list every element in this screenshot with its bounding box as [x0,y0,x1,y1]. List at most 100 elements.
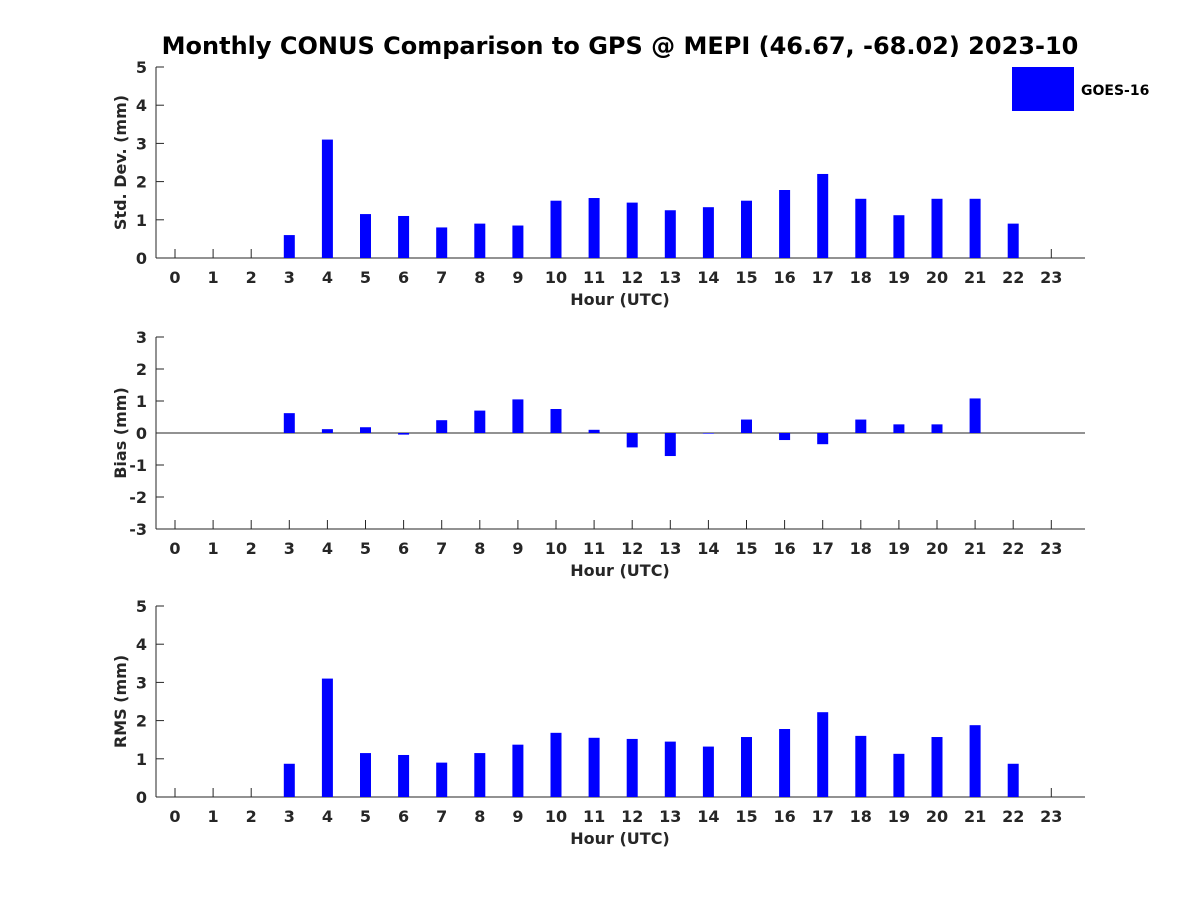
x-tick-label: 12 [621,807,643,826]
x-tick-label: 0 [169,268,180,287]
x-tick-label: 22 [1002,268,1024,287]
bar-hour-16 [779,190,791,258]
x-tick-label: 9 [512,539,523,558]
bar-hour-17 [817,712,829,797]
x-tick-label: 16 [773,268,795,287]
bar-hour-20 [931,198,943,258]
x-tick-label: 12 [621,268,643,287]
bar-hour-9 [512,225,524,258]
y-tick-label: 0 [136,788,147,807]
legend-swatch [1012,67,1074,111]
y-axis-label: Std. Dev. (mm) [111,95,130,230]
y-tick-label: 1 [136,211,147,230]
x-tick-label: 1 [208,807,219,826]
x-tick-label: 5 [360,539,371,558]
x-tick-label: 7 [436,539,447,558]
bar-hour-15 [741,419,752,433]
x-tick-label: 10 [545,268,567,287]
bar-hour-6 [398,215,410,258]
y-tick-label: 1 [136,750,147,769]
x-tick-label: 8 [474,539,485,558]
x-tick-label: 10 [545,807,567,826]
x-tick-label: 2 [246,268,257,287]
x-tick-label: 12 [621,539,643,558]
bar-hour-7 [436,420,448,433]
bar-hour-19 [893,215,905,258]
y-tick-label: 2 [136,360,147,379]
bar-hour-6 [398,433,410,435]
bar-hour-11 [588,737,600,797]
x-axis-label: Hour (UTC) [570,561,670,580]
x-tick-label: 3 [284,268,295,287]
bar-hour-13 [664,433,676,457]
bar-hour-12 [626,738,638,797]
x-tick-label: 21 [964,807,986,826]
y-tick-label: 3 [136,134,147,153]
y-tick-label: 3 [136,673,147,692]
bar-hour-14 [702,433,714,434]
x-tick-label: 11 [583,268,605,287]
x-tick-label: 4 [322,807,333,826]
y-axis-label: RMS (mm) [111,655,130,748]
x-tick-label: 14 [697,807,719,826]
x-tick-label: 0 [169,807,180,826]
x-tick-label: 20 [926,268,948,287]
bar-hour-8 [474,410,486,433]
bar-hour-12 [626,433,638,448]
x-tick-label: 8 [474,268,485,287]
y-tick-label: 2 [136,712,147,731]
y-tick-label: 1 [136,392,147,411]
x-tick-label: 3 [284,807,295,826]
x-tick-label: 15 [735,539,757,558]
legend-label: GOES-16 [1081,83,1149,99]
x-tick-label: 18 [850,268,872,287]
x-tick-label: 19 [888,268,910,287]
bar-hour-19 [893,753,905,797]
bar-hour-7 [436,762,448,797]
y-axis-label: Bias (mm) [111,387,130,479]
y-tick-label: 2 [136,173,147,192]
bar-hour-3 [283,763,295,797]
x-tick-label: 23 [1040,807,1062,826]
y-tick-label: 4 [136,635,147,654]
bar-hour-5 [360,427,371,433]
x-tick-label: 14 [697,268,719,287]
bar-hour-21 [969,198,981,258]
y-tick-label: 0 [136,424,147,443]
x-tick-label: 14 [697,539,719,558]
x-tick-label: 6 [398,807,409,826]
bar-hour-15 [741,737,752,797]
x-tick-label: 23 [1040,539,1062,558]
bar-hour-22 [1007,223,1019,258]
x-tick-label: 6 [398,539,409,558]
x-tick-label: 1 [208,268,219,287]
x-tick-label: 4 [322,268,333,287]
y-tick-label: 4 [136,96,147,115]
bar-hour-11 [588,198,600,258]
x-tick-label: 21 [964,268,986,287]
x-tick-label: 19 [888,807,910,826]
y-tick-label: -2 [129,488,147,507]
x-tick-label: 22 [1002,539,1024,558]
x-axis-label: Hour (UTC) [570,290,670,309]
x-tick-label: 20 [926,539,948,558]
x-tick-label: 18 [850,807,872,826]
bar-hour-8 [474,753,486,797]
bar-hour-18 [855,735,867,797]
x-tick-label: 3 [284,539,295,558]
x-tick-label: 20 [926,807,948,826]
bar-hour-9 [512,744,524,797]
bar-hour-16 [779,729,791,797]
bar-hour-12 [626,202,638,258]
bar-hour-15 [741,200,752,258]
x-tick-label: 8 [474,807,485,826]
bar-hour-5 [360,214,371,258]
x-tick-label: 23 [1040,268,1062,287]
x-tick-label: 9 [512,268,523,287]
bar-hour-13 [664,210,676,258]
y-tick-label: -1 [129,456,147,475]
